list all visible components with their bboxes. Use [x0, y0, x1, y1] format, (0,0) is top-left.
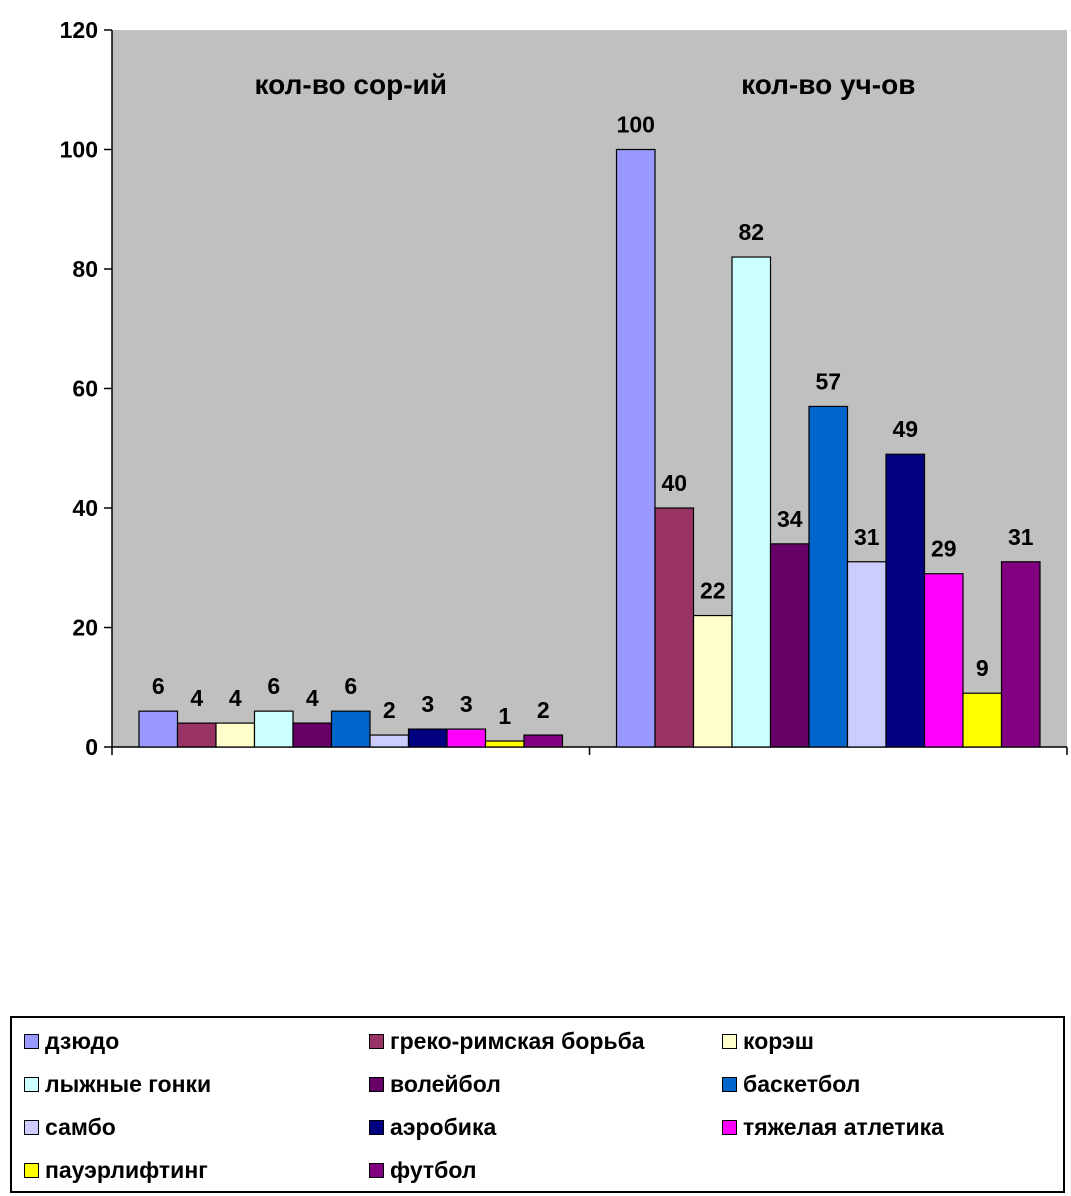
- bar: [885, 453, 926, 748]
- data-label: 34: [777, 506, 803, 532]
- legend-item: самбо: [24, 1114, 116, 1141]
- data-label: 6: [267, 673, 280, 699]
- bar: [692, 614, 733, 748]
- y-tick-label: 40: [72, 495, 98, 521]
- data-label: 31: [854, 524, 880, 550]
- legend-label: пауэрлифтинг: [45, 1157, 208, 1183]
- y-tick-label: 120: [60, 17, 98, 43]
- data-label: 4: [306, 685, 319, 711]
- legend-item: баскетбол: [722, 1071, 860, 1098]
- legend-item: корэш: [722, 1028, 814, 1055]
- data-label: 3: [460, 691, 473, 717]
- chart-legend: дзюдо греко-римская борьба корэш лыжные гон…: [10, 1016, 1065, 1193]
- bar: [407, 728, 448, 748]
- legend-label: волейбол: [390, 1071, 501, 1097]
- data-label: 6: [152, 673, 165, 699]
- bar: [369, 734, 410, 748]
- data-label: 6: [344, 673, 357, 699]
- bar: [176, 722, 217, 748]
- legend-label: аэробика: [390, 1114, 497, 1140]
- category-label: кол-во уч-ов: [741, 69, 915, 100]
- legend-label: баскетбол: [743, 1071, 861, 1097]
- y-tick-label: 60: [72, 376, 98, 402]
- legend-item: лыжные гонки: [24, 1071, 211, 1098]
- bar: [731, 256, 772, 748]
- bar: [769, 543, 810, 748]
- legend-swatch: [24, 1034, 39, 1049]
- data-label: 31: [1008, 524, 1034, 550]
- y-tick-label: 0: [85, 734, 98, 760]
- legend-item: аэробика: [369, 1114, 496, 1141]
- legend-item: пауэрлифтинг: [24, 1157, 208, 1184]
- data-label: 49: [892, 416, 918, 442]
- category-label: кол-во сор-ий: [255, 69, 447, 100]
- bar: [1000, 561, 1041, 748]
- legend-label: дзюдо: [45, 1028, 120, 1054]
- legend-label: корэш: [743, 1028, 814, 1054]
- data-label: 3: [421, 691, 434, 717]
- legend-swatch: [369, 1163, 384, 1178]
- bar: [962, 692, 1003, 748]
- data-label: 4: [229, 685, 242, 711]
- data-label: 2: [537, 697, 550, 723]
- legend-swatch: [369, 1120, 384, 1135]
- bar: [253, 710, 294, 748]
- y-tick-label: 80: [72, 256, 98, 282]
- legend-label: лыжные гонки: [45, 1071, 212, 1097]
- legend-item: дзюдо: [24, 1028, 119, 1055]
- bar: [808, 405, 849, 748]
- y-tick-label: 20: [72, 615, 98, 641]
- data-label: 100: [617, 112, 655, 138]
- bar: [292, 722, 333, 748]
- legend-label: тяжелая атлетика: [743, 1114, 944, 1140]
- bar: [138, 710, 179, 748]
- data-label: 2: [383, 697, 396, 723]
- bar: [523, 734, 564, 748]
- data-label: 40: [661, 470, 687, 496]
- data-label: 4: [190, 685, 203, 711]
- legend-item: волейбол: [369, 1071, 501, 1098]
- legend-item: тяжелая атлетика: [722, 1114, 944, 1141]
- data-label: 1: [498, 703, 511, 729]
- bar: [654, 507, 695, 748]
- legend-label: самбо: [45, 1114, 116, 1140]
- bar: [215, 722, 256, 748]
- legend-label: футбол: [390, 1157, 477, 1183]
- data-label: 29: [931, 536, 957, 562]
- data-label: 57: [815, 368, 841, 394]
- legend-swatch: [369, 1077, 384, 1092]
- legend-swatch: [24, 1120, 39, 1135]
- bar: [484, 740, 525, 748]
- data-label: 82: [738, 219, 764, 245]
- data-label: 22: [700, 578, 726, 604]
- legend-swatch: [722, 1120, 737, 1135]
- bar: [846, 561, 887, 748]
- legend-swatch: [722, 1077, 737, 1092]
- legend-item: греко-римская борьба: [369, 1028, 645, 1055]
- y-tick-label: 100: [60, 137, 98, 163]
- legend-swatch: [24, 1077, 39, 1092]
- data-label: 9: [976, 655, 989, 681]
- legend-swatch: [369, 1034, 384, 1049]
- legend-swatch: [722, 1034, 737, 1049]
- bar: [615, 148, 656, 748]
- bar: [446, 728, 487, 748]
- legend-swatch: [24, 1163, 39, 1178]
- bar: [923, 573, 964, 748]
- legend-label: греко-римская борьба: [390, 1028, 645, 1054]
- legend-item: футбол: [369, 1157, 476, 1184]
- bar: [330, 710, 371, 748]
